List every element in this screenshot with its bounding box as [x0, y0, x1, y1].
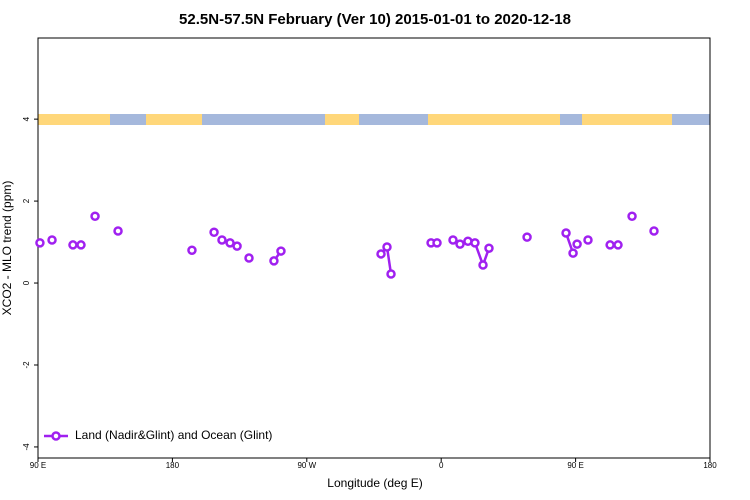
data-point: [613, 240, 623, 250]
x-tick-label: 90 E: [567, 461, 583, 470]
data-point: [276, 246, 286, 256]
data-point: [386, 269, 396, 279]
x-tick-label: 180: [703, 461, 717, 470]
data-point: [568, 248, 578, 258]
data-point: [68, 240, 78, 250]
land-patch: [146, 114, 202, 125]
data-point: [225, 238, 235, 248]
data-point: [35, 238, 45, 248]
land-patch: [582, 114, 672, 125]
y-tick-label: -4: [22, 443, 31, 451]
data-point: [47, 235, 57, 245]
data-point: [76, 240, 86, 250]
data-point: [470, 238, 480, 248]
legend-label: Land (Nadir&Glint) and Ocean (Glint): [75, 428, 272, 442]
land-patch: [325, 114, 359, 125]
series-line: [274, 231, 654, 274]
data-point: [382, 242, 392, 252]
x-tick-label: 180: [166, 461, 180, 470]
data-point: [455, 239, 465, 249]
data-point: [627, 211, 637, 221]
land-patch: [38, 114, 110, 125]
data-point: [187, 245, 197, 256]
data-point: [232, 241, 242, 251]
x-tick-label: 90 E: [30, 461, 46, 470]
y-tick-label: -2: [22, 361, 31, 369]
y-tick-label: 0: [22, 280, 31, 285]
y-tick-label: 4: [22, 116, 31, 121]
data-point: [478, 260, 488, 270]
data-point: [561, 228, 571, 238]
plot-frame: [37, 37, 711, 459]
data-point: [583, 235, 593, 245]
data-point: [605, 240, 615, 250]
legend-marker: [51, 431, 61, 441]
data-point: [376, 249, 386, 259]
chart-title: 52.5N-57.5N February (Ver 10) 2015-01-01…: [179, 11, 571, 28]
ocean-band: [38, 114, 710, 125]
data-point: [209, 227, 219, 237]
data-point: [113, 226, 123, 236]
x-tick-label: 0: [439, 461, 444, 470]
data-point: [448, 235, 458, 245]
data-point: [269, 256, 279, 266]
data-point: [217, 235, 227, 245]
data-point: [90, 211, 100, 221]
land-patch: [428, 114, 560, 125]
x-tick-label: 90 W: [297, 461, 316, 470]
data-point: [572, 239, 582, 249]
data-point: [484, 243, 494, 253]
data-point: [649, 226, 659, 236]
y-tick-label: 2: [22, 198, 31, 203]
x-axis-label: Longitude (deg E): [327, 476, 422, 490]
y-axis-label: XCO2 - MLO trend (ppm): [0, 181, 14, 316]
data-point: [244, 253, 254, 263]
map-strip: [38, 114, 710, 125]
data-point: [522, 232, 532, 242]
data-point: [432, 238, 442, 248]
